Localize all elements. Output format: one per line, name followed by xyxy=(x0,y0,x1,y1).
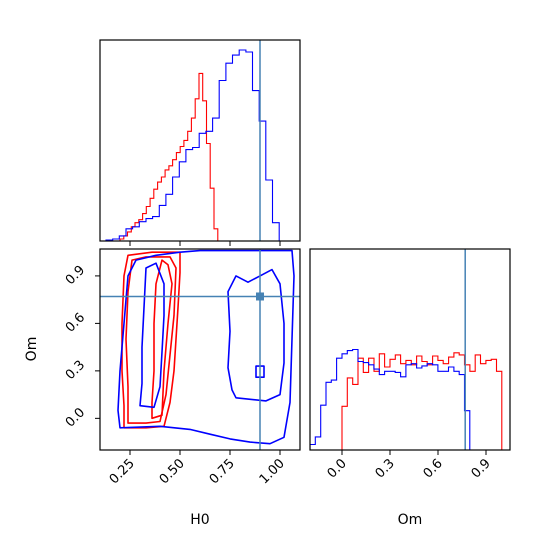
om-histograms xyxy=(310,348,503,450)
panel-h0-om-2d: 0.25 0.50 0.75 1.00 0.0 0.3 0.6 0.9 H0 Om xyxy=(24,248,301,528)
om-y-ticks: 0.0 0.3 0.6 0.9 xyxy=(63,263,100,430)
om-x-ticks: 0.0 0.3 0.6 0.9 xyxy=(325,450,494,481)
om-x-tick-label-2: 0.6 xyxy=(421,456,446,481)
blue-contour-3 xyxy=(139,262,165,409)
red-contour-3 xyxy=(151,259,173,420)
om-y-tick-label-2: 0.6 xyxy=(63,310,88,335)
om-y-tick-label-3: 0.9 xyxy=(63,263,88,288)
om-x-tick-label-0: 0.0 xyxy=(325,456,350,481)
panel-2d-frame xyxy=(99,248,301,451)
blue-h0-histogram xyxy=(105,49,280,241)
contour-group xyxy=(117,249,295,445)
h0-histograms xyxy=(105,49,280,241)
panel-h0-frame xyxy=(99,39,301,242)
panel-om-marginal: 0.0 0.3 0.6 0.9 Om xyxy=(309,248,511,528)
h0-axis-label: H0 xyxy=(190,512,209,528)
om-x-axis-label: Om xyxy=(398,512,423,528)
blue-contour-2 xyxy=(227,268,285,402)
om-x-tick-label-3: 0.9 xyxy=(469,456,494,481)
truth-marker xyxy=(256,292,264,301)
h0-tick-label-0: 0.25 xyxy=(107,456,138,487)
h0-tick-label-3: 1.00 xyxy=(257,456,288,487)
red-h0-histogram xyxy=(119,72,219,241)
h0-marginal-ticks xyxy=(129,241,281,246)
blue-contour-4 xyxy=(255,365,265,379)
blue-om-histogram xyxy=(310,348,471,450)
panel-h0-marginal xyxy=(99,39,301,246)
om-x-tick-label-1: 0.3 xyxy=(373,456,398,481)
h0-tick-label-2: 0.75 xyxy=(207,456,238,487)
om-y-tick-label-1: 0.3 xyxy=(63,358,88,383)
om-y-tick-label-0: 0.0 xyxy=(63,405,88,430)
om-y-axis-label: Om xyxy=(24,337,40,362)
h0-tick-label-1: 0.50 xyxy=(157,456,188,487)
blue-contour-1 xyxy=(117,249,295,445)
panel-om-frame xyxy=(309,248,511,451)
h0-x-ticks: 0.25 0.50 0.75 1.00 xyxy=(107,450,288,487)
red-contour-2 xyxy=(125,256,177,424)
red-om-histogram xyxy=(341,352,503,450)
